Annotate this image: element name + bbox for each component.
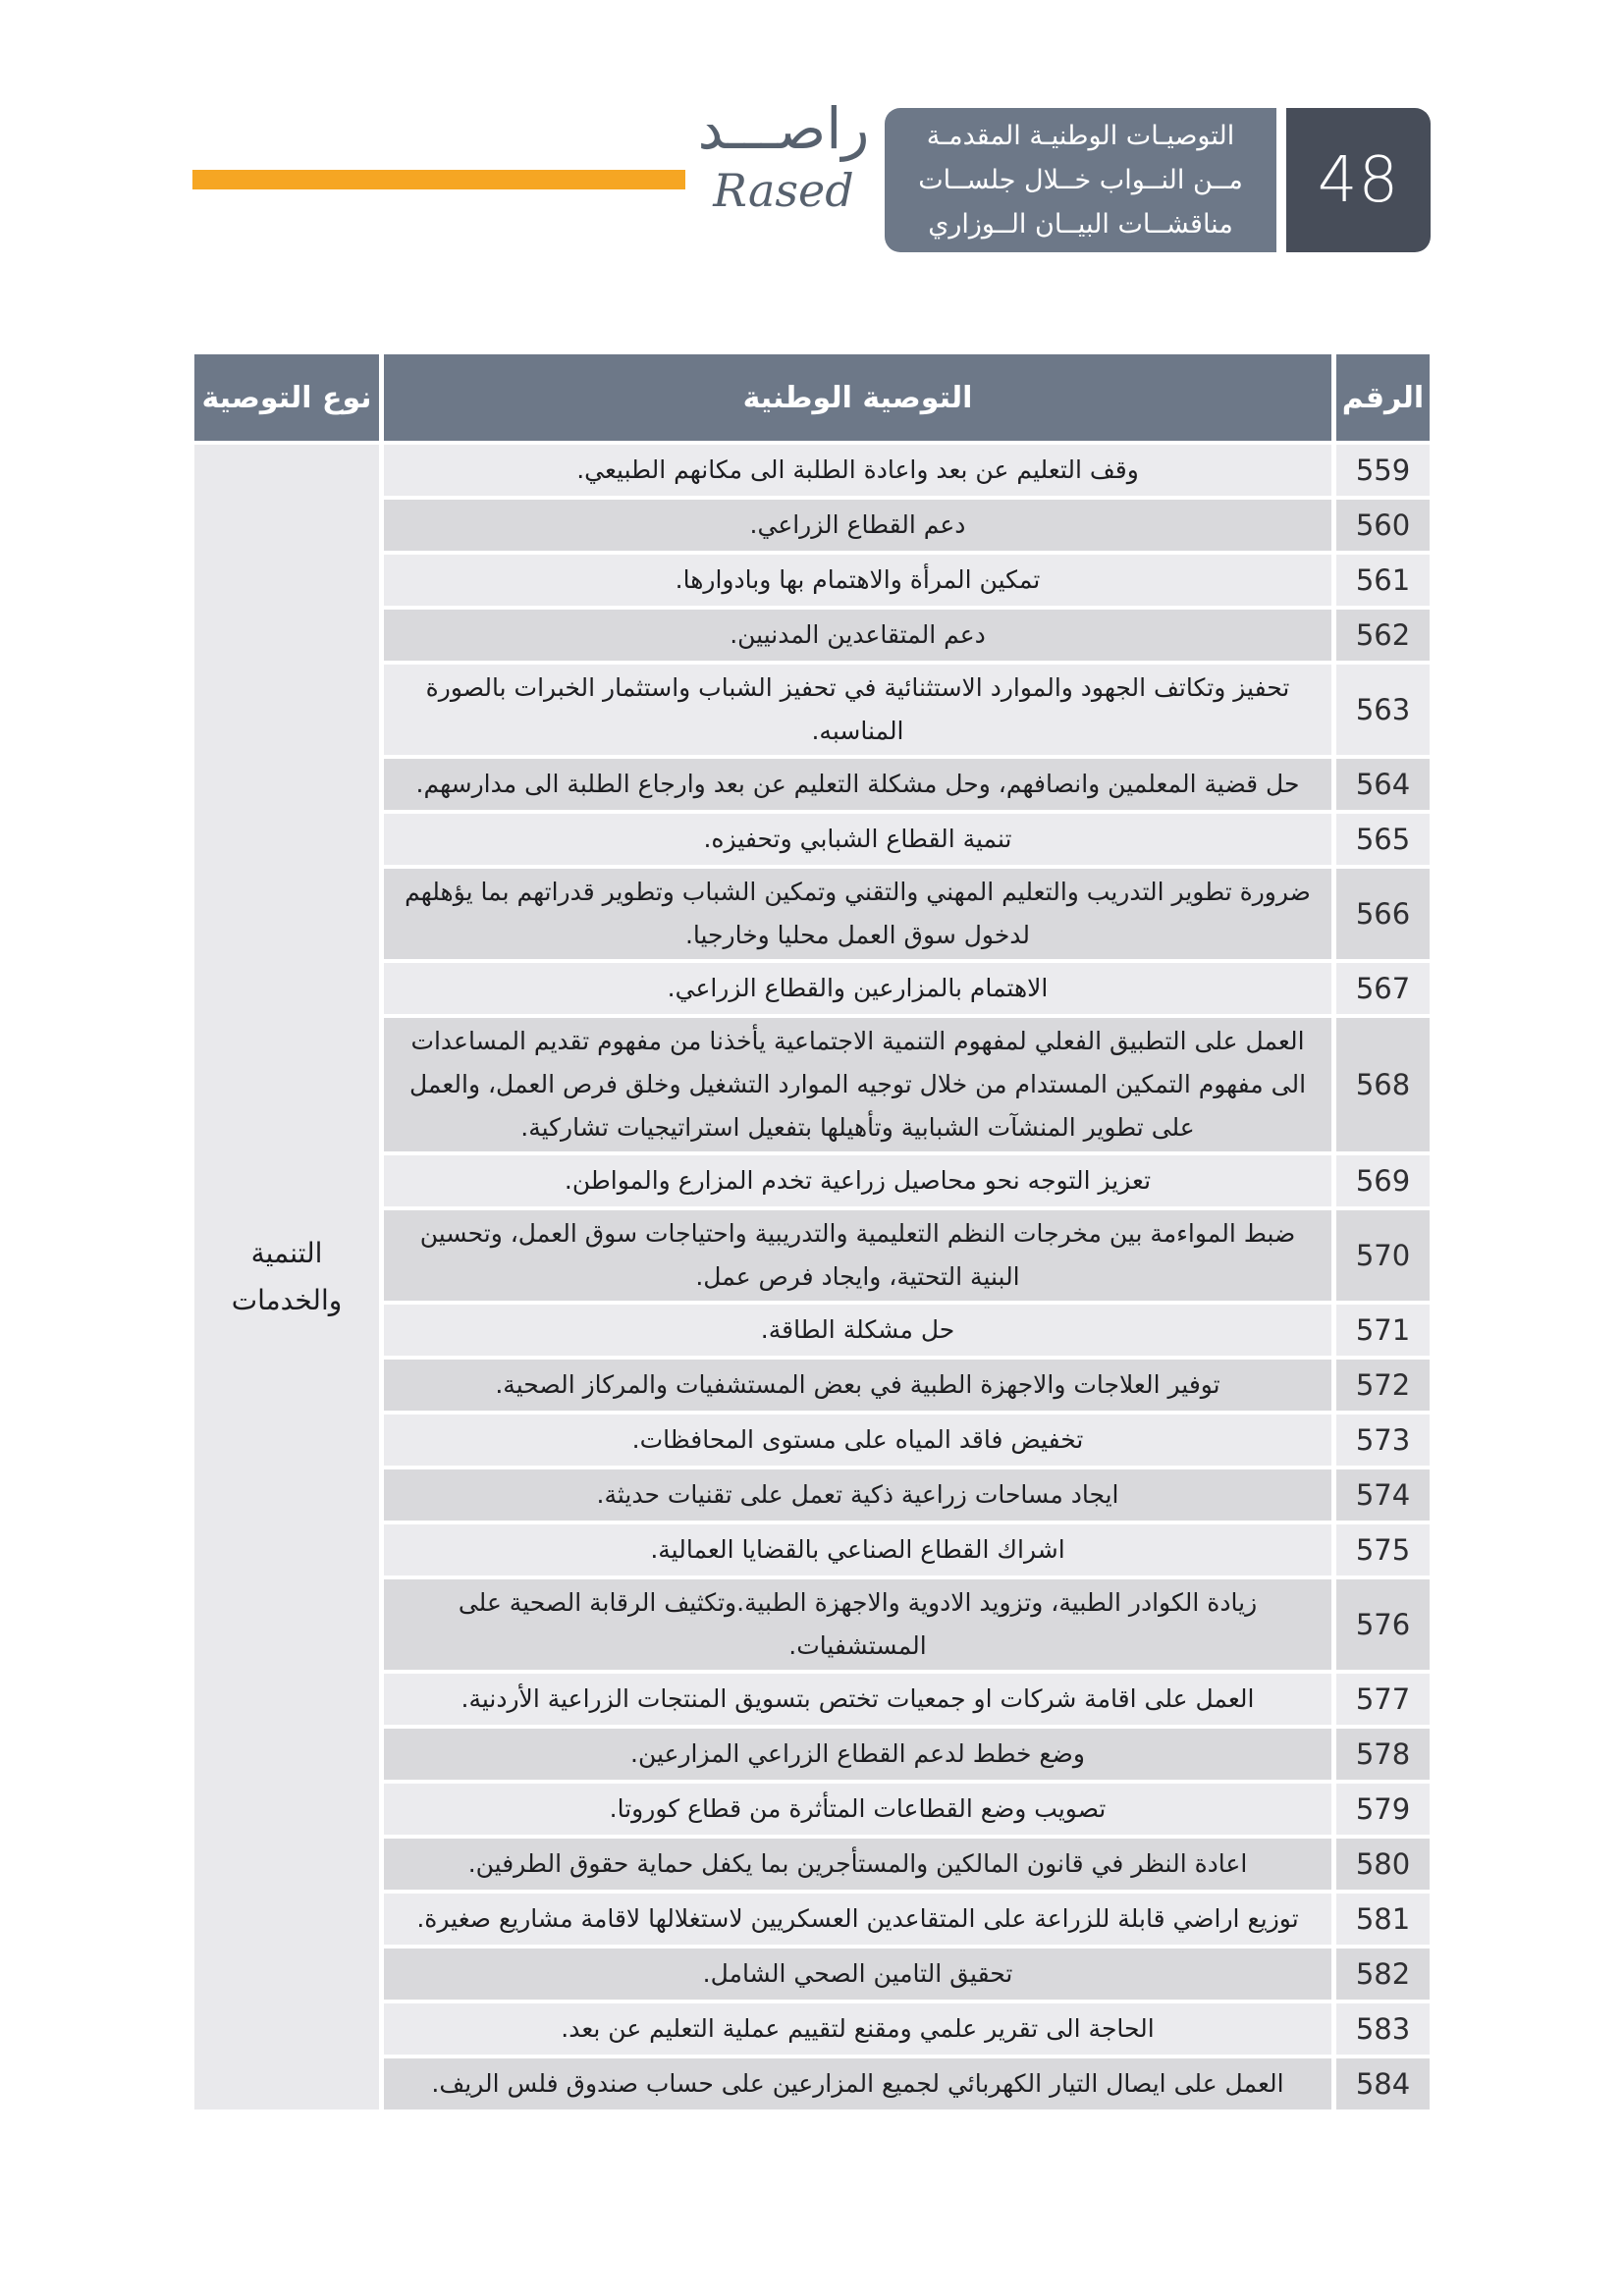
row-number: 575 bbox=[1336, 1524, 1430, 1575]
row-text: دعم المتقاعدين المدنيين. bbox=[384, 610, 1331, 661]
table-row: 582 تحقيق التامين الصحي الشامل. bbox=[194, 1949, 1430, 2000]
row-number: 564 bbox=[1336, 759, 1430, 810]
row-number: 573 bbox=[1336, 1415, 1430, 1466]
brand-name-arabic: راصـــد bbox=[697, 95, 870, 162]
row-number: 563 bbox=[1336, 665, 1430, 755]
table-header-type: نوع التوصية bbox=[194, 354, 379, 441]
row-text: العمل على التطبيق الفعلي لمفهوم التنمية … bbox=[384, 1018, 1331, 1151]
row-text: تحقيق التامين الصحي الشامل. bbox=[384, 1949, 1331, 2000]
row-number: 582 bbox=[1336, 1949, 1430, 2000]
row-text: الحاجة الى تقرير علمي ومقنع لتقييم عملية… bbox=[384, 2003, 1331, 2055]
row-text: زيادة الكوادر الطبية، وتزويد الادوية وال… bbox=[384, 1579, 1331, 1670]
table-row: 563 تحفيز وتكاتف الجهود والموارد الاستثنا… bbox=[194, 665, 1430, 755]
table-header-number: الرقم bbox=[1336, 354, 1430, 441]
row-number: 583 bbox=[1336, 2003, 1430, 2055]
row-number: 570 bbox=[1336, 1210, 1430, 1301]
row-text: حل مشكلة الطاقة. bbox=[384, 1305, 1331, 1356]
row-text: الاهتمام بالمزارعين والقطاع الزراعي. bbox=[384, 963, 1331, 1014]
row-text: حل قضية المعلمين وانصافهم، وحل مشكلة الت… bbox=[384, 759, 1331, 810]
table-row: 583 الحاجة الى تقرير علمي ومقنع لتقييم عم… bbox=[194, 2003, 1430, 2055]
table-row: 573 تخفيض فاقد المياه على مستوى المحافظات… bbox=[194, 1415, 1430, 1466]
row-number: 559 bbox=[1336, 445, 1430, 496]
row-number: 579 bbox=[1336, 1784, 1430, 1835]
row-text: دعم القطاع الزراعي. bbox=[384, 500, 1331, 551]
table-row: 569 تعزيز التوجه نحو محاصيل زراعية تخدم ا… bbox=[194, 1155, 1430, 1206]
recommendations-table-wrapper: الرقم التوصية الوطنية نوع التوصية 559 وقف… bbox=[189, 350, 1435, 2113]
row-number: 562 bbox=[1336, 610, 1430, 661]
row-number: 574 bbox=[1336, 1469, 1430, 1521]
row-text: وضع خطط لدعم القطاع الزراعي المزارعين. bbox=[384, 1729, 1331, 1780]
row-text: اشراك القطاع الصناعي بالقضايا العمالية. bbox=[384, 1524, 1331, 1575]
table-row: 575 اشراك القطاع الصناعي بالقضايا العمالي… bbox=[194, 1524, 1430, 1575]
row-number: 568 bbox=[1336, 1018, 1430, 1151]
row-number: 584 bbox=[1336, 2058, 1430, 2109]
header-title-box: التوصيـات الوطنيـة المقدمـة مــن النــوا… bbox=[885, 108, 1276, 252]
row-number: 566 bbox=[1336, 869, 1430, 959]
row-text: توفير العلاجات والاجهزة الطبية في بعض ال… bbox=[384, 1360, 1331, 1411]
row-text: تحفيز وتكاتف الجهود والموارد الاستثنائية… bbox=[384, 665, 1331, 755]
row-number: 577 bbox=[1336, 1674, 1430, 1725]
row-text: اعادة النظر في قانون المالكين والمستأجري… bbox=[384, 1839, 1331, 1890]
table-row: 570 ضبط المواءمة بين مخرجات النظم التعليم… bbox=[194, 1210, 1430, 1301]
row-number: 576 bbox=[1336, 1579, 1430, 1670]
row-number: 572 bbox=[1336, 1360, 1430, 1411]
accent-bar bbox=[192, 170, 685, 189]
row-text: تصويب وضع القطاعات المتأثرة من قطاع كورو… bbox=[384, 1784, 1331, 1835]
table-row: 576 زيادة الكوادر الطبية، وتزويد الادوية … bbox=[194, 1579, 1430, 1670]
row-number: 571 bbox=[1336, 1305, 1430, 1356]
table-row: 579 تصويب وضع القطاعات المتأثرة من قطاع ك… bbox=[194, 1784, 1430, 1835]
table-row: 578 وضع خطط لدعم القطاع الزراعي المزارعين… bbox=[194, 1729, 1430, 1780]
recommendations-table: الرقم التوصية الوطنية نوع التوصية 559 وقف… bbox=[189, 350, 1435, 2113]
table-row: 562 دعم المتقاعدين المدنيين. bbox=[194, 610, 1430, 661]
table-row: 564 حل قضية المعلمين وانصافهم، وحل مشكلة … bbox=[194, 759, 1430, 810]
table-row: 565 تنمية القطاع الشبابي وتحفيزه. bbox=[194, 814, 1430, 865]
row-text: العمل على اقامة شركات او جمعيات تختص بتس… bbox=[384, 1674, 1331, 1725]
table-row: 577 العمل على اقامة شركات او جمعيات تختص … bbox=[194, 1674, 1430, 1725]
table-row: 567 الاهتمام بالمزارعين والقطاع الزراعي. bbox=[194, 963, 1430, 1014]
page-number-box: 48 bbox=[1286, 108, 1431, 252]
table-row: 559 وقف التعليم عن بعد واعادة الطلبة الى … bbox=[194, 445, 1430, 2109]
table-row: 568 العمل على التطبيق الفعلي لمفهوم التنم… bbox=[194, 1018, 1430, 1151]
row-number: 565 bbox=[1336, 814, 1430, 865]
table-row: 561 تمكين المرأة والاهتمام بها وبادوارها. bbox=[194, 555, 1430, 606]
row-number: 578 bbox=[1336, 1729, 1430, 1780]
table-row: 560 دعم القطاع الزراعي. bbox=[194, 500, 1430, 551]
table-row: 574 ايجاد مساحات زراعية ذكية تعمل على تقن… bbox=[194, 1469, 1430, 1521]
row-text: ضرورة تطوير التدريب والتعليم المهني والت… bbox=[384, 869, 1331, 959]
row-text: ضبط المواءمة بين مخرجات النظم التعليمية … bbox=[384, 1210, 1331, 1301]
table-header-row: الرقم التوصية الوطنية نوع التوصية bbox=[194, 354, 1430, 441]
table-row: 571 حل مشكلة الطاقة. bbox=[194, 1305, 1430, 1356]
row-text: ايجاد مساحات زراعية ذكية تعمل على تقنيات… bbox=[384, 1469, 1331, 1521]
row-number: 581 bbox=[1336, 1894, 1430, 1945]
row-text: تنمية القطاع الشبابي وتحفيزه. bbox=[384, 814, 1331, 865]
row-number: 560 bbox=[1336, 500, 1430, 551]
row-text: وقف التعليم عن بعد واعادة الطلبة الى مكا… bbox=[384, 445, 1331, 496]
row-number: 561 bbox=[1336, 555, 1430, 606]
table-row: 584 العمل على ايصال التيار الكهربائي لجمي… bbox=[194, 2058, 1430, 2109]
table-header-recommendation: التوصية الوطنية bbox=[384, 354, 1331, 441]
row-text: توزيع اراضي قابلة للزراعة على المتقاعدين… bbox=[384, 1894, 1331, 1945]
table-row: 580 اعادة النظر في قانون المالكين والمستأ… bbox=[194, 1839, 1430, 1890]
brand-logo: راصـــد Rased bbox=[687, 94, 880, 216]
row-number: 569 bbox=[1336, 1155, 1430, 1206]
header-title: التوصيـات الوطنيـة المقدمـة مــن النــوا… bbox=[918, 121, 1243, 240]
table-body: 559 وقف التعليم عن بعد واعادة الطلبة الى … bbox=[194, 445, 1430, 2109]
row-text: العمل على ايصال التيار الكهربائي لجميع ا… bbox=[384, 2058, 1331, 2109]
page-number: 48 bbox=[1317, 143, 1400, 217]
brand-name-english: Rased bbox=[713, 164, 854, 217]
row-number: 567 bbox=[1336, 963, 1430, 1014]
row-text: تعزيز التوجه نحو محاصيل زراعية تخدم المز… bbox=[384, 1155, 1331, 1206]
row-text: تمكين المرأة والاهتمام بها وبادوارها. bbox=[384, 555, 1331, 606]
table-row: 566 ضرورة تطوير التدريب والتعليم المهني و… bbox=[194, 869, 1430, 959]
recommendation-type-cell: التنمية والخدمات bbox=[194, 445, 379, 2109]
row-text: تخفيض فاقد المياه على مستوى المحافظات. bbox=[384, 1415, 1331, 1466]
row-number: 580 bbox=[1336, 1839, 1430, 1890]
table-row: 581 توزيع اراضي قابلة للزراعة على المتقاع… bbox=[194, 1894, 1430, 1945]
table-row: 572 توفير العلاجات والاجهزة الطبية في بعض… bbox=[194, 1360, 1430, 1411]
